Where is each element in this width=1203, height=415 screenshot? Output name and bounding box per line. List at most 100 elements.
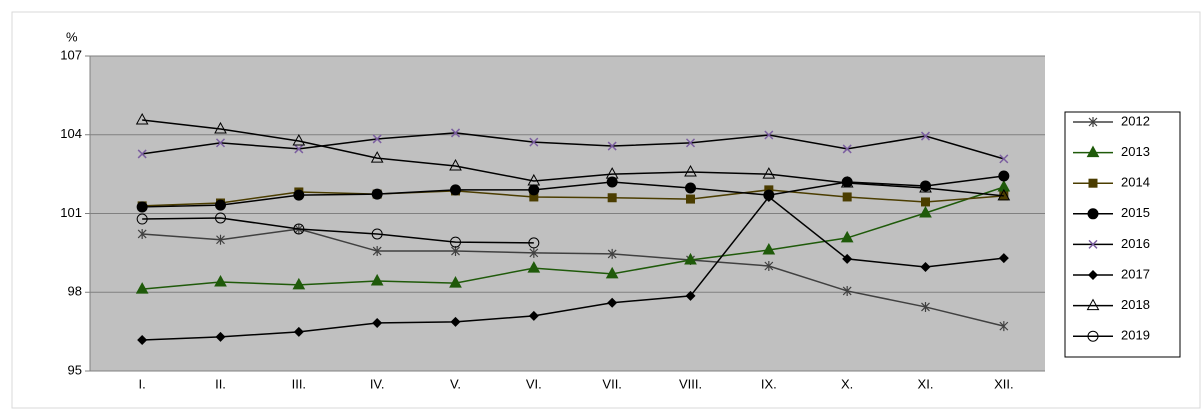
marker: [920, 262, 931, 273]
marker: [450, 128, 461, 138]
marker: [137, 149, 147, 159]
marker: [1088, 117, 1098, 127]
marker: [762, 242, 776, 255]
marker: [607, 297, 618, 308]
marker: [607, 193, 617, 203]
marker: [607, 248, 617, 259]
marker: [293, 189, 305, 201]
marker: [764, 261, 774, 271]
marker: [685, 182, 696, 194]
marker: [451, 246, 460, 257]
marker: [1086, 298, 1100, 311]
marker: [371, 228, 383, 240]
x-tick-label: IX.: [761, 376, 777, 391]
x-tick-label: IV.: [370, 376, 385, 391]
marker: [450, 316, 461, 327]
marker: [528, 310, 539, 321]
marker: [529, 247, 539, 258]
marker: [529, 137, 539, 147]
marker: [684, 164, 697, 177]
marker: [372, 246, 382, 257]
marker: [370, 151, 384, 163]
marker: [528, 237, 540, 249]
marker: [215, 331, 226, 342]
y-tick-label: 95: [68, 362, 82, 377]
marker: [998, 170, 1010, 182]
series-line: [142, 119, 1004, 197]
x-tick-label: XI.: [918, 376, 934, 391]
marker: [998, 253, 1009, 264]
marker: [997, 179, 1011, 192]
marker: [919, 205, 932, 218]
series-line: [142, 175, 1004, 208]
marker: [607, 141, 617, 151]
x-tick-label: VI.: [526, 376, 542, 391]
marker: [136, 201, 148, 213]
marker: [1087, 330, 1099, 342]
series-line: [142, 132, 1005, 160]
y-tick-label: 101: [60, 205, 82, 220]
legend-label: 2017: [1121, 266, 1150, 281]
marker: [136, 213, 148, 225]
marker: [921, 197, 930, 207]
x-tick-label: VIII.: [679, 376, 702, 391]
marker: [842, 285, 852, 296]
marker: [685, 290, 696, 301]
marker: [842, 192, 852, 202]
marker: [528, 184, 540, 196]
x-tick-label: X.: [841, 376, 853, 391]
series-line: [142, 228, 1005, 327]
series-line: [142, 195, 1004, 341]
x-tick-label: II.: [215, 376, 226, 391]
marker: [842, 144, 852, 154]
marker: [370, 273, 384, 286]
y-tick-label: 107: [60, 47, 82, 62]
marker: [371, 188, 383, 200]
marker: [527, 173, 541, 186]
marker: [449, 276, 462, 288]
x-tick-label: V.: [450, 376, 461, 391]
marker: [215, 199, 226, 211]
marker: [921, 301, 930, 312]
marker: [294, 144, 304, 154]
marker: [605, 266, 619, 279]
marker: [137, 335, 148, 346]
marker: [292, 277, 306, 290]
marker: [135, 113, 149, 125]
legend-label: 2018: [1121, 297, 1150, 312]
marker: [684, 252, 697, 265]
marker: [763, 191, 774, 202]
marker: [919, 180, 932, 193]
legend: [1064, 111, 1181, 358]
legend-label: 2019: [1121, 328, 1150, 343]
marker: [762, 167, 776, 179]
x-tick-label: VII.: [602, 376, 622, 391]
series-line: [142, 189, 1004, 207]
marker: [450, 184, 461, 196]
marker: [214, 121, 227, 134]
marker: [292, 134, 306, 146]
legend-label: 2015: [1121, 205, 1150, 220]
marker: [1088, 239, 1098, 249]
marker: [293, 326, 304, 337]
legend-label: 2013: [1121, 144, 1150, 159]
legend-label: 2016: [1121, 236, 1150, 251]
series-line: [142, 217, 534, 244]
marker: [606, 176, 618, 188]
marker: [135, 282, 149, 294]
marker: [137, 228, 147, 239]
x-tick-label: XII.: [994, 376, 1014, 391]
marker: [214, 274, 227, 287]
marker: [999, 154, 1009, 164]
marker: [686, 194, 695, 204]
legend-label: 2014: [1121, 175, 1150, 190]
marker: [449, 158, 462, 171]
marker: [842, 253, 853, 264]
marker: [764, 130, 774, 140]
marker: [920, 131, 931, 141]
marker: [215, 138, 226, 148]
marker: [293, 223, 305, 235]
y-tick-label: 98: [68, 284, 82, 299]
marker: [997, 188, 1011, 201]
